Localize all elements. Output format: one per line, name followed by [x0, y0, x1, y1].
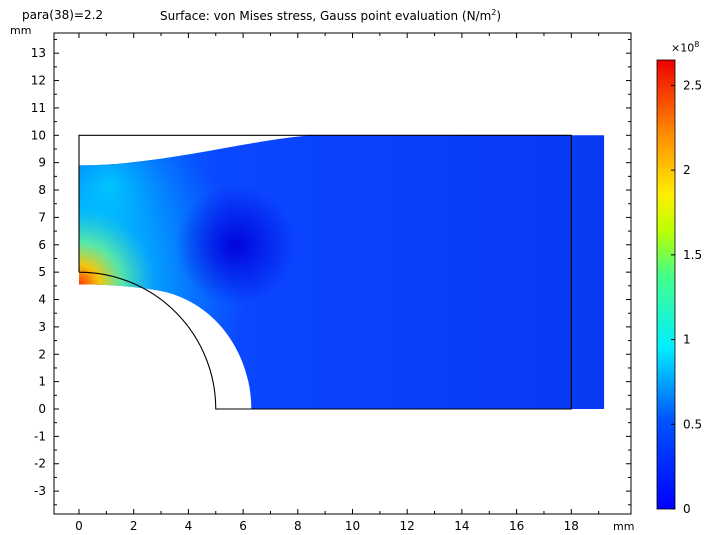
colorbar-exponent-base: ×10 — [671, 41, 695, 55]
title-close: ) — [496, 9, 502, 23]
x-axis-ticks: 0 2 4 6 8 10 12 14 16 18 — [75, 33, 600, 533]
parameter-label: para(38)=2.2 — [22, 8, 104, 22]
x-tick-label: 6 — [239, 519, 247, 533]
colorbar-ticks: 0 0.5 1 1.5 2 2.5 — [671, 78, 702, 516]
undeformed-outline — [78, 134, 572, 410]
y-tick-label: 8 — [38, 183, 46, 197]
y-tick-label: 13 — [31, 46, 46, 60]
y-tick-label: 4 — [38, 293, 46, 307]
x-tick-label: 18 — [564, 519, 579, 533]
colorbar-tick-label: 1 — [683, 333, 691, 347]
y-tick-label: 1 — [38, 375, 46, 389]
stress-surface — [79, 135, 605, 410]
x-tick-label: 4 — [185, 519, 193, 533]
y-tick-label: 9 — [38, 156, 46, 170]
x-tick-label: 14 — [454, 519, 469, 533]
y-tick-label: 0 — [38, 402, 46, 416]
y-tick-label: 5 — [38, 265, 46, 279]
x-tick-label: 16 — [509, 519, 524, 533]
title-superscript: 2 — [491, 8, 497, 17]
colorbar-tick-label: 2.5 — [683, 78, 702, 92]
colorbar-exponent: ×108 — [671, 40, 699, 55]
y-tick-label: 11 — [31, 101, 46, 115]
colorbar — [656, 59, 676, 510]
x-tick-label: 8 — [294, 519, 302, 533]
y-tick-label: 12 — [31, 74, 46, 88]
plot-title: Surface: von Mises stress, Gauss point e… — [160, 8, 501, 23]
y-tick-label: 10 — [31, 128, 46, 142]
colorbar-tick-label: 2 — [683, 163, 691, 177]
title-text: Surface: von Mises stress, Gauss point e… — [160, 9, 492, 23]
y-tick-label: 7 — [38, 210, 46, 224]
x-tick-label: 10 — [345, 519, 360, 533]
axes-frame — [53, 32, 632, 515]
colorbar-tick-label: 0.5 — [683, 417, 702, 431]
x-axis-unit: mm — [613, 520, 635, 533]
colorbar-tick-label: 1.5 — [683, 248, 702, 262]
x-tick-label: 12 — [400, 519, 415, 533]
x-tick-label: 0 — [75, 519, 83, 533]
y-tick-label: 3 — [38, 320, 46, 334]
undeformed-boundary — [78, 134, 572, 410]
y-tick-label: 2 — [38, 347, 46, 361]
colorbar-tick-label: 0 — [683, 502, 691, 516]
y-tick-label: -1 — [34, 429, 46, 443]
y-tick-label: -2 — [34, 457, 46, 471]
y-tick-label: -3 — [34, 484, 46, 498]
colorbar-exponent-power: 8 — [694, 40, 700, 49]
x-tick-label: 2 — [130, 519, 138, 533]
y-axis-unit: mm — [10, 24, 32, 37]
y-tick-label: 6 — [38, 238, 46, 252]
